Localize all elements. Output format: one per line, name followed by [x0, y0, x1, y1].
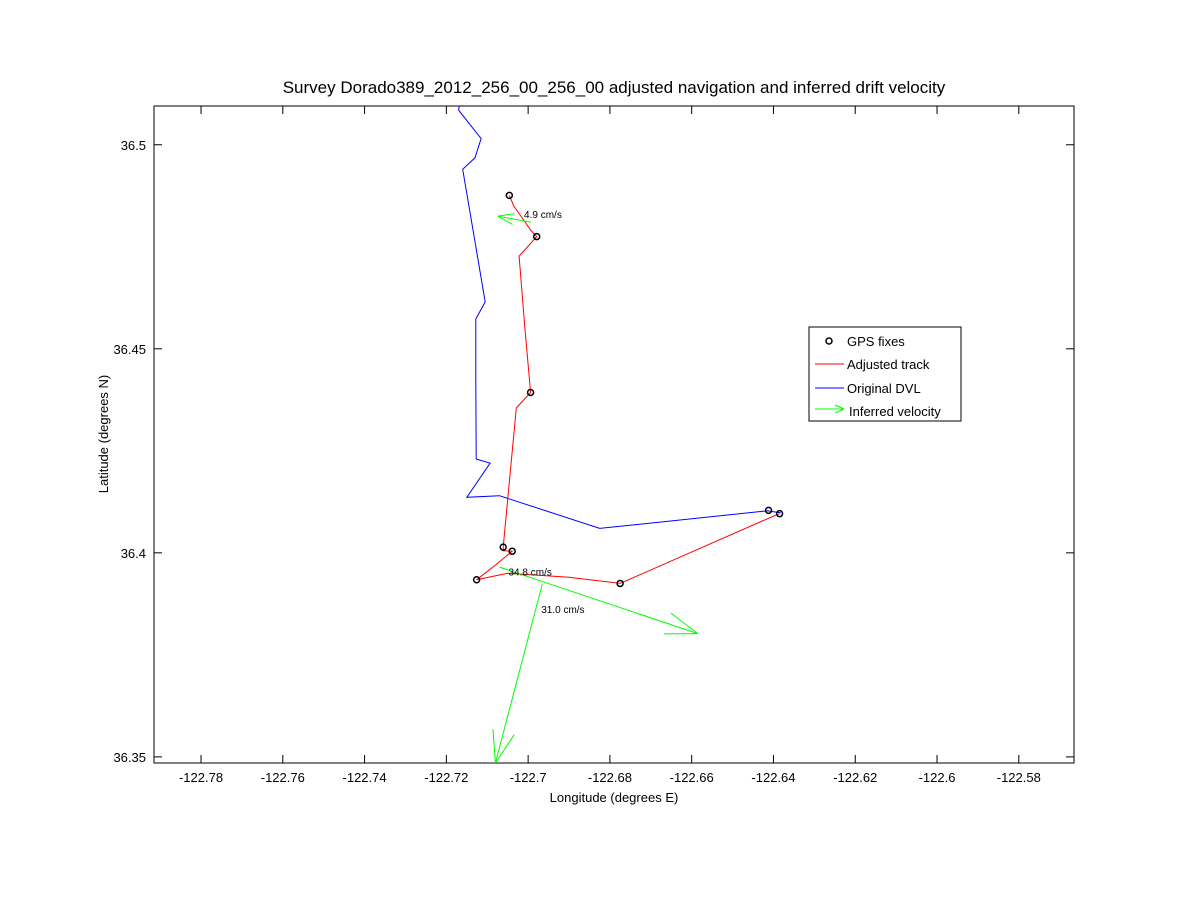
velocity-arrow: 31.0 cm/s — [492, 583, 585, 763]
y-tick-label: 36.4 — [121, 546, 146, 561]
velocity-arrow: 4.9 cm/s — [497, 210, 562, 225]
legend-velocity-label: Inferred velocity — [849, 404, 941, 419]
legend-velocity-arrow — [815, 404, 845, 414]
x-axis-title: Longitude (degrees E) — [550, 790, 679, 805]
velocity-label: 4.9 cm/s — [524, 210, 562, 221]
plot-area: 4.9 cm/s34.8 cm/s31.0 cm/s -122.78 -122.7… — [113, 105, 1075, 785]
original-dvl-line — [458, 106, 781, 529]
gps-fix-marker — [472, 576, 481, 584]
velocity-arrow-shaft — [497, 215, 532, 223]
chart-title: Survey Dorado389_2012_256_00_256_00 adju… — [283, 78, 946, 97]
legend-box — [808, 326, 962, 422]
x-tick-label: -122.68 — [588, 770, 632, 785]
plot-frame — [153, 105, 1075, 764]
adjusted-track-line — [476, 195, 780, 584]
gps-fix-marker — [526, 388, 535, 397]
y-tick-label: 36.35 — [113, 750, 146, 765]
gps-fix-marker — [499, 543, 507, 551]
x-tick-label: -122.7 — [510, 770, 547, 785]
y-tick-label: 36.45 — [113, 342, 146, 357]
x-tick-label: -122.62 — [833, 770, 877, 785]
velocity-label: 34.8 cm/s — [509, 567, 552, 578]
legend-gps-label: GPS fixes — [847, 334, 905, 349]
velocity-arrow-shaft — [499, 566, 698, 635]
legend: GPS fixes Adjusted track Original DVL In… — [808, 326, 962, 422]
velocity-arrow-head — [497, 213, 515, 217]
y-tick-label: 36.5 — [121, 138, 146, 153]
x-tick-label: -122.58 — [997, 770, 1041, 785]
legend-original-label: Original DVL — [847, 381, 921, 396]
legend-adjusted-label: Adjusted track — [847, 357, 930, 372]
x-tick-label: -122.64 — [751, 770, 795, 785]
tick-layer: -122.78 -122.76 -122.74 -122.72 -122.7 -122.6… — [113, 106, 1074, 785]
velocity-arrow-shaft — [494, 583, 543, 763]
velocity-arrow-head — [495, 734, 515, 763]
gps-fix-marker — [505, 191, 514, 200]
gps-fix-marker — [775, 509, 784, 518]
y-axis-title: Latitude (degrees N) — [96, 375, 111, 494]
gps-fix-marker — [508, 547, 516, 555]
x-tick-label: -122.72 — [424, 770, 468, 785]
gps-fix-marker — [616, 579, 624, 588]
x-tick-label: -122.6 — [919, 770, 956, 785]
gps-fix-marker — [532, 232, 541, 241]
velocity-arrow: 34.8 cm/s — [499, 566, 699, 635]
velocity-arrow-head — [492, 729, 496, 763]
x-tick-label: -122.66 — [670, 770, 714, 785]
gps-fix-marker — [764, 506, 773, 515]
series-layer: 4.9 cm/s 34.8 cm/s 31.0 cm/s — [458, 106, 784, 763]
velocity-arrow-head — [670, 612, 699, 635]
x-tick-label: -122.76 — [261, 770, 305, 785]
legend-gps-marker — [825, 337, 833, 345]
velocity-label: 31.0 cm/s — [541, 605, 584, 616]
velocity-arrow-head — [497, 215, 513, 225]
x-tick-label: -122.78 — [179, 770, 223, 785]
x-tick-label: -122.74 — [343, 770, 387, 785]
